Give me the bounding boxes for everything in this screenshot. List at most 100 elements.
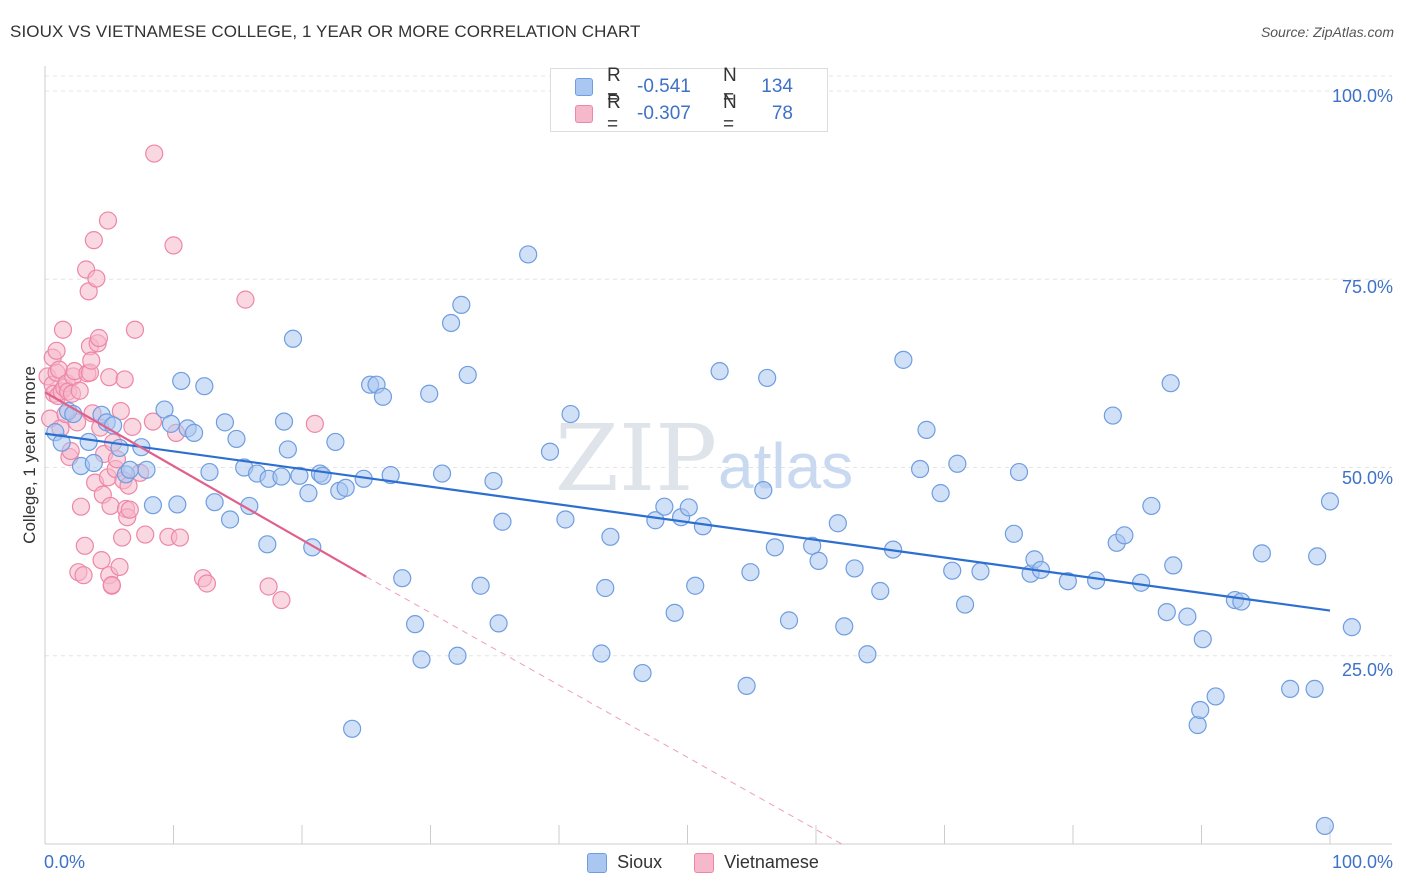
sioux-point: [1058, 572, 1077, 591]
sioux-point: [779, 611, 799, 630]
vietnamese-point: [89, 328, 109, 348]
sioux-point: [1206, 687, 1225, 706]
sioux-point: [858, 645, 877, 664]
vietnamese-point: [110, 557, 129, 577]
sioux-point: [448, 646, 467, 665]
sioux-point: [493, 512, 512, 531]
vietnamese-point: [123, 417, 142, 436]
sioux-legend-label: Sioux: [617, 852, 663, 872]
sioux-point: [290, 466, 309, 485]
sioux-point: [381, 465, 400, 485]
vietnamese-point: [82, 351, 101, 370]
sioux-point: [432, 464, 452, 483]
sioux-point: [1281, 679, 1300, 698]
vietnamese-point: [136, 525, 155, 544]
vietnamese-point: [70, 381, 89, 400]
sioux-point: [971, 562, 990, 581]
legend-n-label: N =: [723, 65, 737, 108]
sioux-point: [1157, 602, 1176, 622]
sioux-points: [46, 245, 1361, 836]
sioux-point: [412, 650, 431, 669]
vietnamese-point: [74, 566, 93, 585]
sioux-point: [1191, 700, 1210, 720]
sioux-point: [420, 384, 439, 403]
sioux-point: [336, 478, 355, 497]
sioux-point: [943, 561, 962, 580]
sioux-point: [601, 527, 620, 546]
sioux-point: [686, 576, 705, 595]
vietnamese-point: [101, 496, 120, 516]
sioux-point: [693, 517, 713, 536]
vietnamese-point: [112, 528, 132, 547]
sioux-point: [1115, 526, 1134, 545]
sioux-point: [519, 245, 538, 264]
trend-lines: [44, 391, 1331, 845]
y-axis-title: College, 1 year or more: [20, 366, 39, 544]
legend-n-label: N =: [723, 92, 737, 135]
vietnamese-point: [102, 575, 121, 595]
sioux-point: [373, 387, 393, 406]
sioux-point: [258, 535, 277, 554]
vietnamese-point: [145, 144, 164, 163]
sioux-point: [137, 460, 156, 479]
sioux-point: [948, 454, 967, 473]
series-legend: Sioux Vietnamese: [0, 852, 1406, 873]
sioux-point: [655, 497, 674, 516]
sioux-point: [393, 569, 412, 588]
vietnamese-swatch: [575, 105, 593, 123]
sioux-point: [1308, 547, 1327, 566]
source-label: Source: ZipAtlas.com: [1260, 24, 1394, 40]
sioux-point: [227, 429, 246, 449]
legend-item-sioux[interactable]: Sioux: [587, 852, 662, 873]
legend-r-value: -0.307: [637, 103, 691, 124]
sioux-point: [1009, 462, 1029, 482]
sioux-point: [809, 551, 828, 570]
sioux-point: [835, 617, 854, 636]
sioux-point: [1342, 618, 1361, 637]
vietnamese-point: [47, 341, 66, 360]
sioux-point: [665, 603, 684, 622]
sioux-point: [84, 453, 103, 473]
vietnamese-point: [305, 414, 324, 433]
sioux-point: [120, 460, 139, 479]
y-tick-label-100: 100.0%: [1331, 86, 1393, 106]
sioux-point: [1320, 492, 1340, 511]
watermark-atlas: atlas: [718, 430, 853, 502]
sioux-point: [741, 563, 760, 582]
sioux-point: [143, 496, 163, 515]
y-tick-label-25: 25.0%: [1341, 660, 1393, 680]
sioux-point: [540, 442, 560, 461]
sioux-point: [633, 663, 652, 683]
sioux-point: [1305, 679, 1324, 698]
sioux-point: [894, 350, 913, 369]
vietnamese-point: [272, 590, 291, 610]
vietnamese-point: [53, 320, 73, 339]
sioux-point: [1164, 556, 1183, 575]
sioux-point: [679, 498, 698, 517]
legend-n-value: 134: [761, 76, 793, 97]
sioux-point: [910, 459, 930, 479]
sioux-point: [283, 329, 303, 348]
sioux-point: [79, 432, 98, 452]
x-tick-label-0: 0.0%: [44, 852, 86, 872]
sioux-legend-swatch: [587, 852, 608, 873]
sioux-point: [754, 481, 773, 500]
vietnamese-point: [98, 211, 118, 230]
axes: [44, 66, 1392, 845]
sioux-point: [955, 595, 975, 614]
sioux-point: [828, 514, 847, 533]
vietnamese-legend-label: Vietnamese: [724, 852, 819, 872]
sioux-trend-line: [44, 432, 1331, 612]
sioux-point: [220, 510, 240, 529]
vietnamese-point: [120, 500, 139, 519]
sioux-point: [1252, 544, 1271, 563]
sioux-point: [161, 414, 181, 433]
vietnamese-point: [84, 231, 103, 250]
sioux-point: [172, 371, 191, 391]
sioux-point: [596, 578, 615, 598]
sioux-point: [1004, 524, 1023, 543]
legend-item-vietnamese[interactable]: Vietnamese: [694, 852, 819, 873]
y-tick-label-75: 75.0%: [1341, 277, 1393, 297]
sioux-point: [458, 365, 477, 385]
